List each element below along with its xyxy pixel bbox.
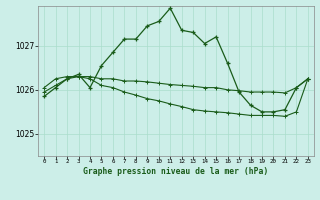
X-axis label: Graphe pression niveau de la mer (hPa): Graphe pression niveau de la mer (hPa) <box>84 167 268 176</box>
